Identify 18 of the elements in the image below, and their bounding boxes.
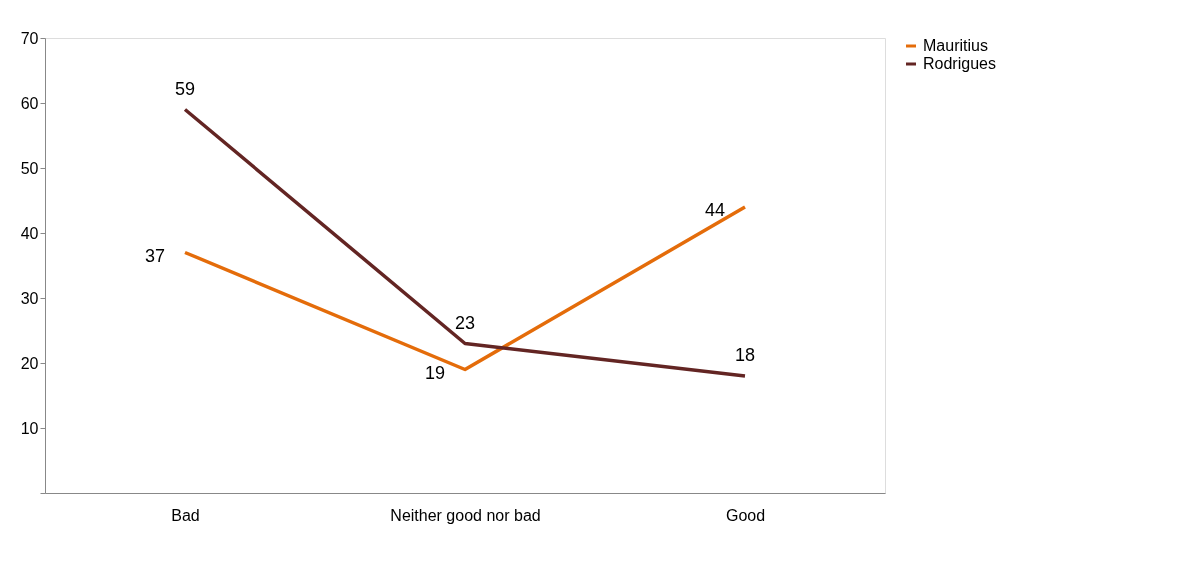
x-tick-label: Bad — [171, 506, 200, 524]
data-label: 37 — [144, 245, 166, 266]
data-label: 59 — [174, 78, 196, 99]
data-label: 18 — [734, 345, 756, 365]
legend-label: Rodrigues — [923, 55, 996, 72]
y-tick-label: 60 — [20, 94, 39, 112]
x-tick-label: Good — [725, 506, 766, 524]
y-tick-label: 20 — [20, 354, 39, 372]
y-tick-label: 40 — [20, 224, 39, 242]
legend-label: Mauritius — [923, 37, 988, 54]
y-tick-label: 10 — [20, 419, 39, 437]
data-label: 23 — [454, 312, 476, 333]
y-tick-label: 30 — [20, 289, 39, 307]
x-tick-label: Neither good nor bad — [390, 506, 541, 524]
data-label: 19 — [424, 362, 446, 383]
y-tick-label: 70 — [20, 29, 39, 47]
data-label: 44 — [704, 200, 726, 220]
y-tick-label: 50 — [20, 159, 39, 177]
